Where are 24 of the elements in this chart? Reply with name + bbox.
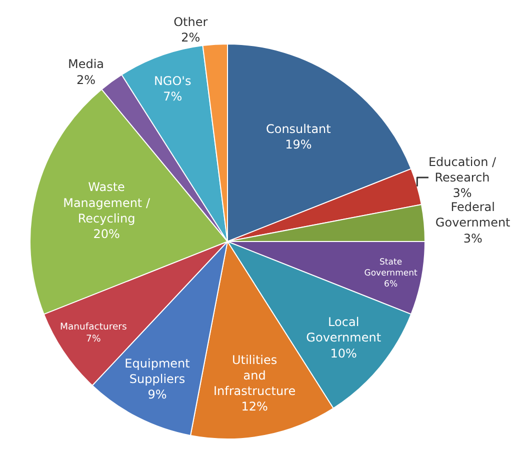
slice-label: State Government: [364, 257, 418, 279]
slice-label: NGO's: [154, 74, 192, 88]
data-label: 7%: [86, 334, 101, 345]
data-label: 19%: [285, 138, 312, 152]
data-label: 6%: [384, 280, 398, 290]
data-label: 9%: [148, 388, 167, 402]
data-label: 12%: [241, 400, 268, 414]
slice-label: Other: [174, 14, 208, 29]
data-label: 2%: [76, 72, 96, 87]
slice-label: Media: [68, 57, 104, 72]
slice-label: Local Government: [306, 315, 382, 345]
slice-label: Federal Government: [435, 200, 511, 230]
slice-label: Manufacturers: [60, 322, 127, 333]
slice-label: Waste Management / Recycling: [63, 180, 151, 226]
slice-label: Consultant: [266, 122, 332, 136]
slice-label: Equipment Suppliers: [124, 356, 190, 386]
slice-label: Utilities and Infrastructure: [213, 352, 296, 398]
data-label: 2%: [181, 30, 200, 44]
data-label: 3%: [463, 231, 482, 246]
data-label: 10%: [330, 346, 357, 360]
data-label: 20%: [93, 226, 120, 241]
data-label: 3%: [452, 186, 472, 200]
slice-label: Education / Research: [428, 154, 498, 185]
data-label: 7%: [163, 90, 182, 104]
